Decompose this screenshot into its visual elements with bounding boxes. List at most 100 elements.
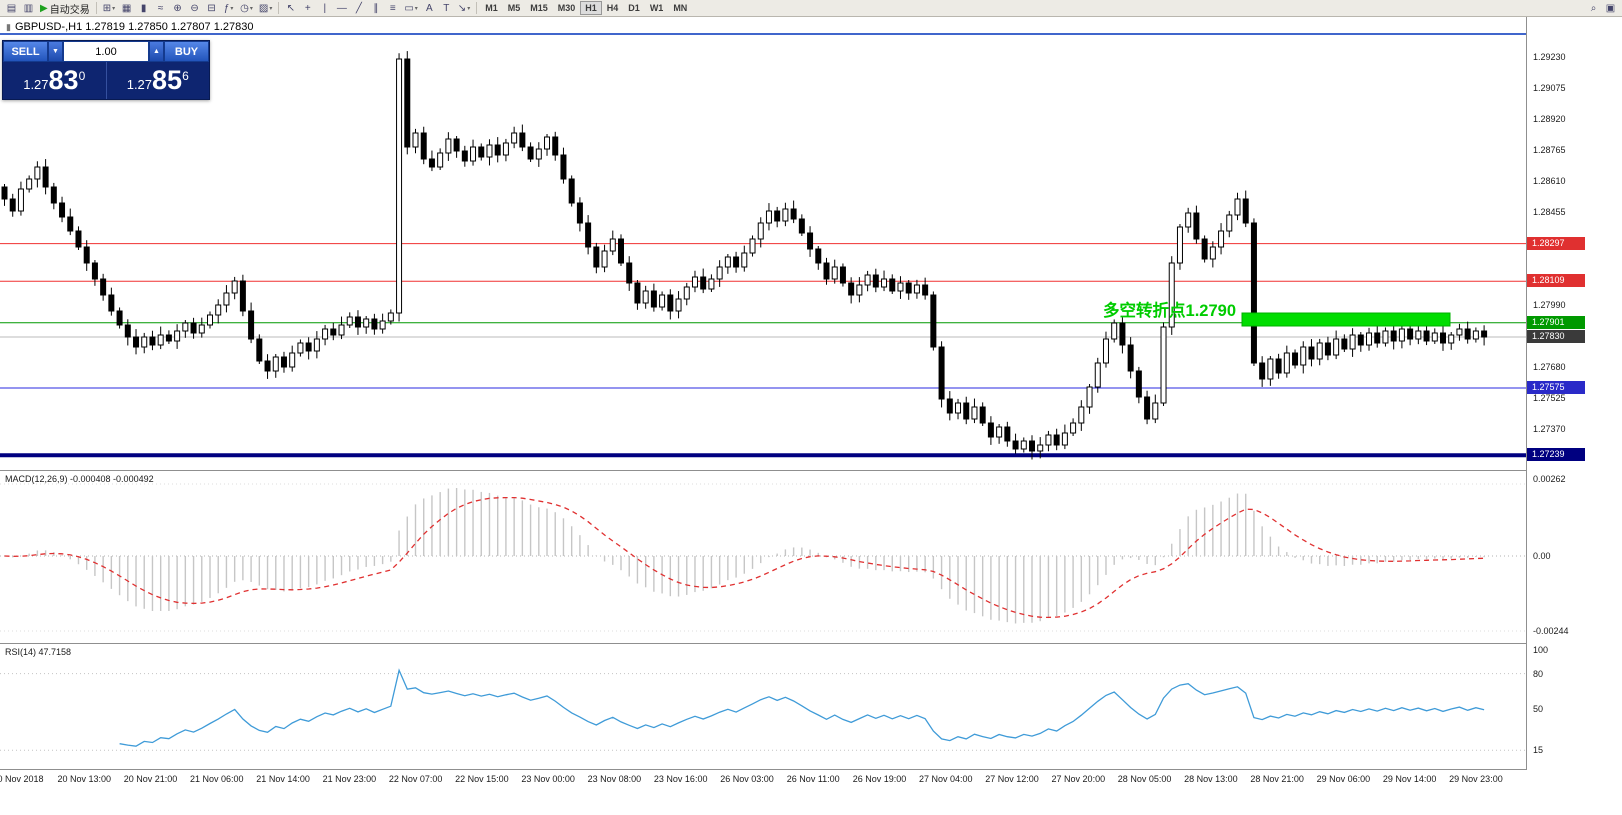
autotrading-button[interactable]: ▶ 自动交易 (40, 2, 90, 16)
timeframe-w1[interactable]: W1 (649, 3, 664, 13)
templates-icon[interactable]: ▨ ▾ (258, 2, 273, 14)
chart-window-top-border (0, 33, 1527, 35)
sell-price-base: 1.27 (23, 77, 49, 92)
time-label: 28 Nov 21:00 (1250, 774, 1304, 784)
macd-indicator-label: MACD(12,26,9) -0.000408 -0.000492 (5, 474, 154, 484)
rsi-indicator-label: RSI(14) 47.7158 (5, 647, 72, 657)
time-label: 23 Nov 00:00 (521, 774, 575, 784)
time-label: 21 Nov 06:00 (190, 774, 244, 784)
turning-point-annotation: 多空转折点1.2790 (1103, 300, 1236, 320)
timeframe-m1[interactable]: M1 (485, 3, 498, 13)
rsi-axis-label: 50 (1533, 704, 1544, 714)
price-tick: 1.29230 (1533, 52, 1566, 62)
timeframe-m15[interactable]: M15 (530, 3, 548, 13)
time-label: 23 Nov 08:00 (587, 774, 642, 784)
buy-price[interactable]: 1.27 85 6 (107, 62, 210, 99)
sell-price-big: 83 (48, 65, 79, 95)
price-badge-1.28109: 1.28109 (1527, 274, 1585, 288)
horizontal-line-icon[interactable]: — (336, 2, 347, 14)
fibonacci-icon[interactable]: ≡ (389, 2, 396, 14)
macd-histogram (12, 488, 1485, 624)
price-tick: 1.27990 (1533, 300, 1566, 310)
panel-separator[interactable] (0, 643, 1527, 644)
new-chart-icon[interactable]: ▤ (6, 2, 17, 14)
new-order-icon[interactable]: ⊞ ▾ (102, 2, 116, 14)
time-label: 27 Nov 12:00 (985, 774, 1039, 784)
price-axis[interactable]: 1.29230 1.29075 1.28920 1.28765 1.28610 1.284… (1527, 0, 1622, 815)
candlestick-icon: ▮ (6, 21, 11, 32)
toolbar-separator (476, 2, 478, 14)
cursor-icon[interactable]: ↖ (286, 2, 296, 14)
search-icon[interactable]: ⌕ (1590, 2, 1597, 14)
macd-axis-label: 0.00 (1533, 551, 1551, 561)
price-tick: 1.27680 (1533, 362, 1566, 372)
main-chart[interactable]: 多空转折点1.2790 (0, 35, 1527, 470)
indicators-icon[interactable]: ƒ ▾ (223, 2, 234, 14)
time-label: 20 Nov 2018 (0, 774, 44, 784)
sell-price-sup: 0 (78, 69, 86, 83)
highlight-rectangle (1241, 312, 1451, 327)
time-label: 21 Nov 23:00 (322, 774, 377, 784)
buy-price-base: 1.27 (126, 77, 153, 92)
rsi-panel[interactable] (0, 644, 1527, 769)
panels-icon[interactable]: ▣ (1605, 2, 1616, 14)
zoom-in-icon[interactable]: ⊕ (173, 2, 182, 14)
price-tick: 1.28920 (1533, 114, 1566, 124)
toolbar-separator (95, 2, 97, 14)
chart-ohlc-text: GBPUSD-,H1 1.27819 1.27850 1.27807 1.278… (14, 21, 254, 33)
time-label: 26 Nov 19:00 (852, 774, 907, 784)
buy-button[interactable]: BUY (164, 41, 209, 62)
toolbar-icon-group: ▤ ▥ ▶ 自动交易 ⊞ ▾ ▦ ▮ ≈ ⊕ ⊖ ⊟ ƒ ▾ ◷ ▾ ▨ ▾ ↖ + | — ╱ ∥ ≡ ▭ ▾ A T ↘ ▾ (3, 1, 480, 16)
time-label: 22 Nov 07:00 (388, 774, 443, 784)
volume-up-button[interactable]: ▲ (149, 41, 164, 62)
arrows-icon[interactable]: ↘ ▾ (457, 2, 471, 14)
time-label: 22 Nov 15:00 (455, 774, 509, 784)
time-label: 28 Nov 13:00 (1184, 774, 1238, 784)
panel-separator[interactable] (0, 470, 1527, 471)
rsi-axis-label: 80 (1533, 668, 1544, 679)
price-tick: 1.28610 (1533, 176, 1566, 186)
trendline-icon[interactable]: ╱ (355, 2, 362, 14)
price-divider (105, 62, 107, 99)
volume-down-button[interactable]: ▼ (48, 41, 63, 62)
time-axis[interactable]: 20 Nov 2018 20 Nov 13:00 20 Nov 21:00 21 No… (0, 769, 1527, 791)
candlestick-chart-icon[interactable]: ▮ (140, 2, 147, 14)
bar-chart-icon[interactable]: ▦ (121, 2, 132, 14)
timeframe-mn[interactable]: MN (673, 3, 688, 13)
periods-icon[interactable]: ◷ ▾ (240, 2, 253, 14)
chart-ohlc-header: ▮ GBPUSD-,H1 1.27819 1.27850 1.27807 1.2… (6, 21, 253, 33)
profiles-icon[interactable]: ▥ (23, 2, 34, 14)
candles (1, 51, 1488, 460)
price-badge-1.27575: 1.27575 (1527, 381, 1585, 394)
timeframe-h1[interactable]: H1 (580, 1, 602, 15)
tile-windows-icon[interactable]: ⊟ (207, 2, 216, 14)
crosshair-icon[interactable]: + (304, 2, 311, 14)
line-chart-icon[interactable]: ≈ (157, 2, 164, 14)
vertical-line-icon[interactable]: | (323, 2, 327, 14)
text-icon[interactable]: A (425, 2, 433, 14)
zoom-out-icon[interactable]: ⊖ (190, 2, 199, 14)
channel-icon[interactable]: ∥ (373, 2, 379, 14)
timeframe-h4[interactable]: H4 (606, 3, 619, 13)
one-click-trading-panel: SELL ▼ 1.00 ▲ BUY 1.27 83 0 1.27 85 6 (2, 40, 210, 100)
price-tick: 1.28455 (1533, 207, 1566, 217)
price-badge-1.27901: 1.27901 (1527, 315, 1585, 329)
time-label: 20 Nov 21:00 (123, 774, 178, 784)
timeframe-buttons: M1 M5 M15 M30 H1 H4 D1 W1 MN (480, 1, 692, 15)
volume-input[interactable]: 1.00 (63, 41, 149, 62)
label-icon[interactable]: T (443, 2, 450, 14)
toolbar-separator (278, 2, 280, 14)
price-badge-1.28297: 1.28297 (1527, 236, 1585, 250)
price-badge-1.27830: 1.27830 (1527, 330, 1585, 343)
macd-panel[interactable] (0, 471, 1527, 643)
timeframe-d1[interactable]: D1 (628, 3, 640, 13)
buy-price-sup: 6 (182, 69, 189, 83)
sell-price[interactable]: 1.27 83 0 (3, 62, 106, 99)
rsi-axis-label: 15 (1533, 745, 1544, 756)
time-label: 21 Nov 14:00 (256, 774, 310, 784)
timeframe-m5[interactable]: M5 (507, 3, 521, 13)
shapes-icon[interactable]: ▭ ▾ (404, 2, 418, 14)
time-label: 20 Nov 13:00 (57, 774, 112, 784)
sell-button[interactable]: SELL (3, 41, 48, 62)
timeframe-m30[interactable]: M30 (557, 3, 576, 13)
